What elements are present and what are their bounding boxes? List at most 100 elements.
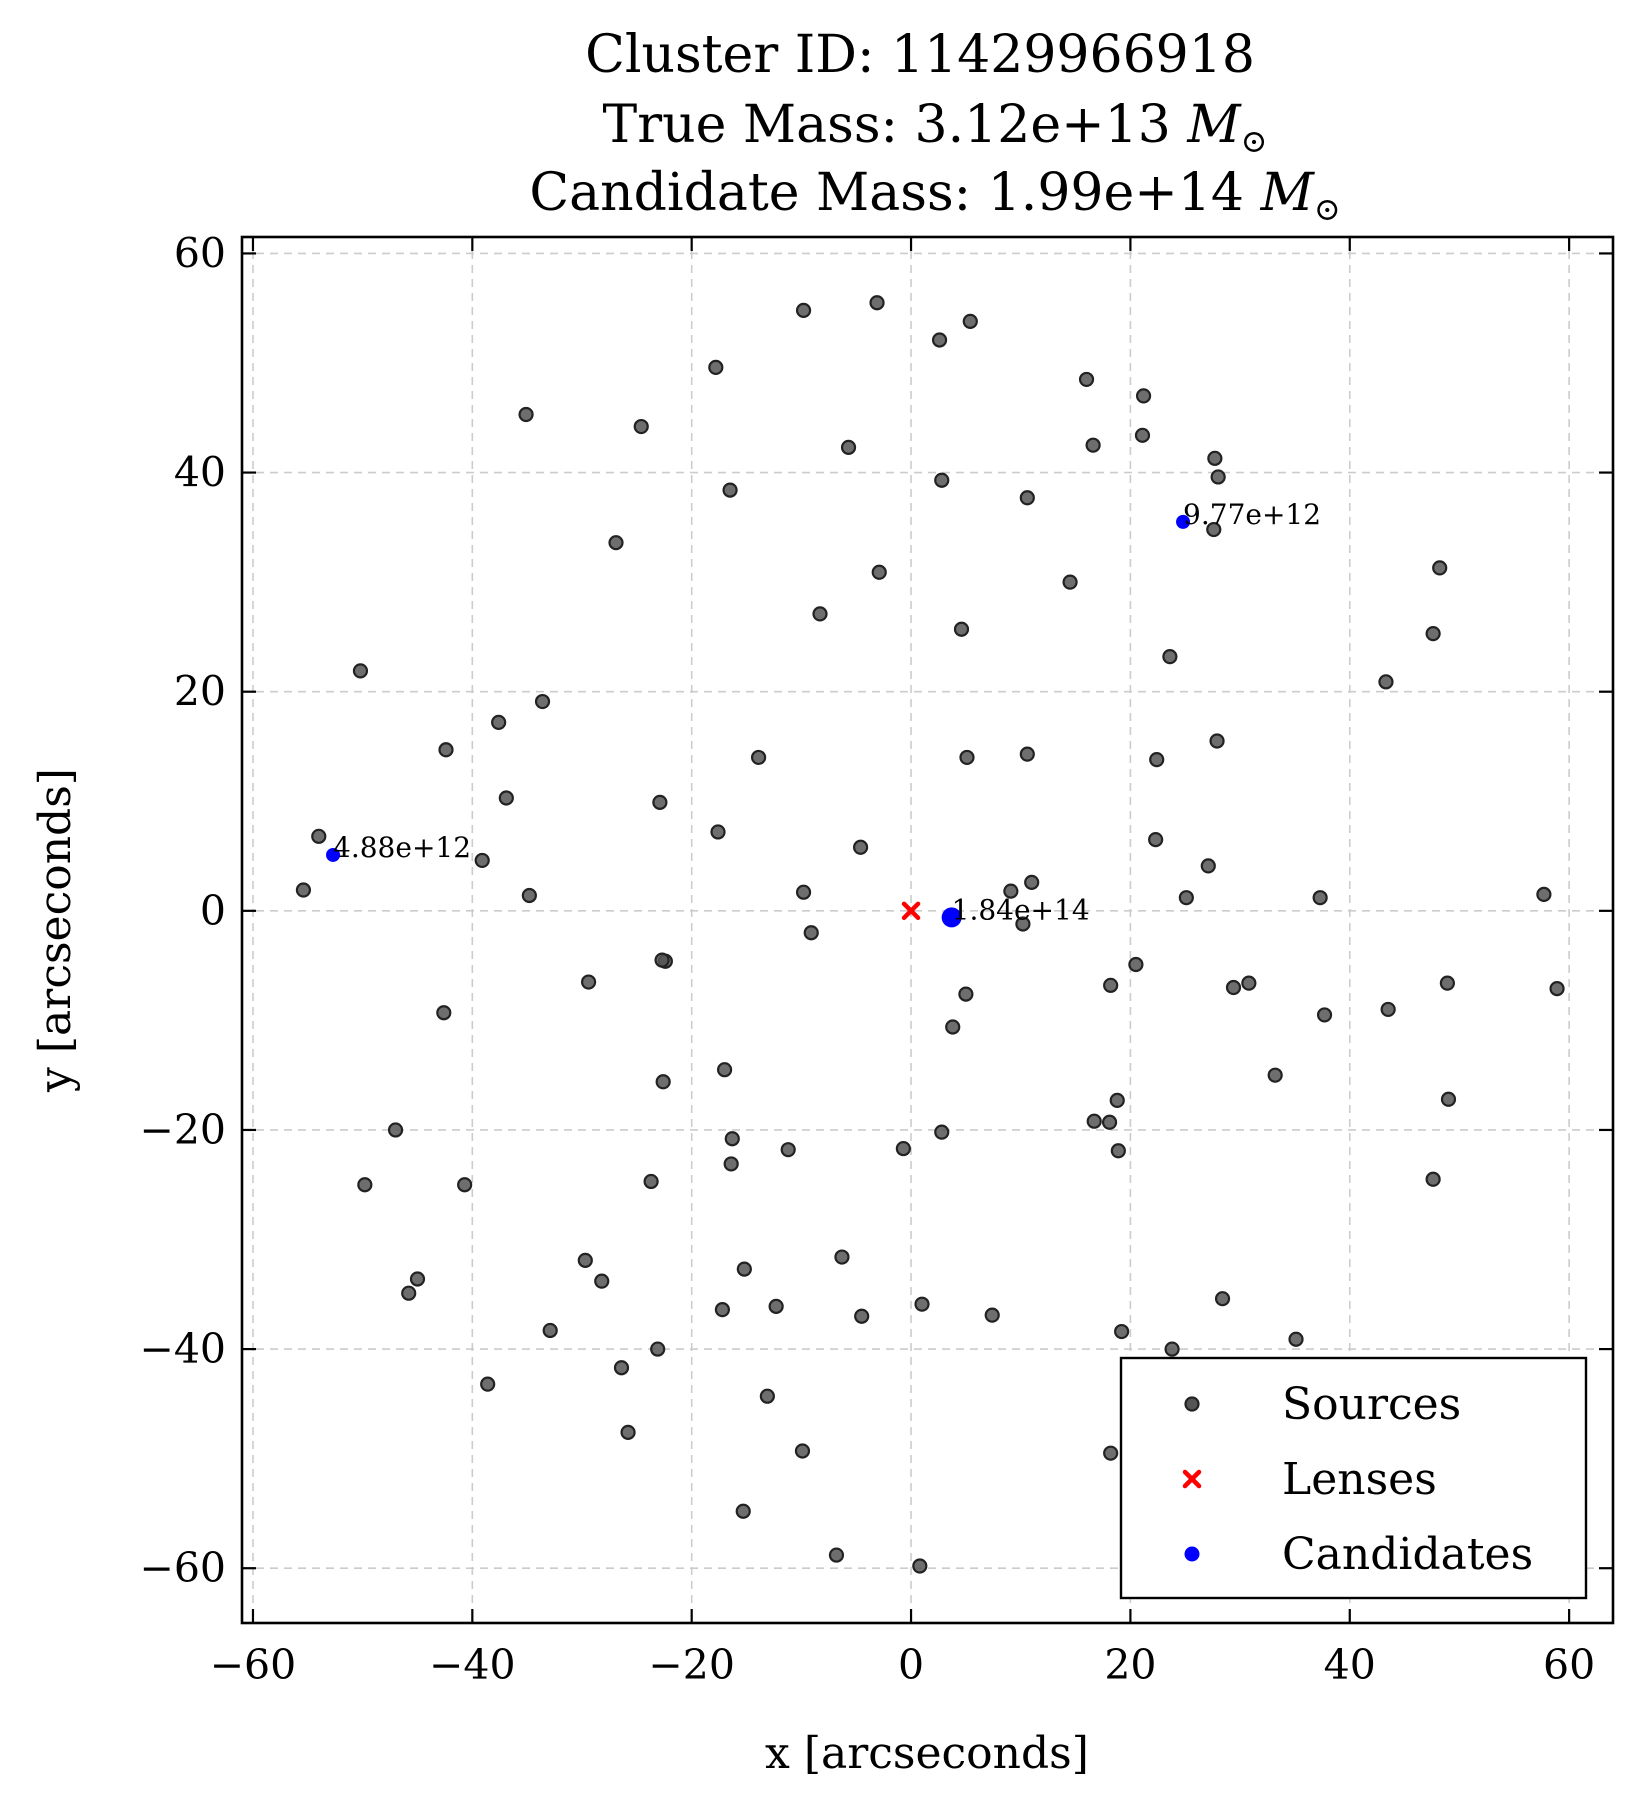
source-point [654,952,670,968]
source-point [1024,874,1040,890]
source-point [436,1005,452,1021]
source-point [608,535,624,551]
source-point [895,1140,911,1157]
source-point [1210,469,1226,485]
source-point [834,1249,850,1265]
y-tick-label: 40 [174,449,226,497]
source-point [1109,1092,1125,1108]
source-point [1019,746,1035,762]
plot-frame [240,235,1615,1625]
x-tick-label: 40 [1324,1641,1376,1689]
source-point [438,742,454,758]
source-point [716,1062,733,1078]
source-point [1110,1143,1126,1159]
source-point [780,1142,796,1158]
source-point [852,839,869,855]
source-point [854,1308,870,1324]
source-point [714,1302,730,1318]
source-point [1378,674,1394,690]
source-point [1225,979,1242,996]
source-point [735,1503,751,1519]
x-tick-label: 0 [898,1641,924,1689]
source-point [794,1443,811,1459]
source-point [958,986,974,1002]
source-point [768,1298,784,1314]
title-line-1: Cluster ID: 11429966918 [585,25,1255,85]
source-point [1432,560,1448,576]
x-tick-label: −60 [210,1641,297,1689]
source-point [1425,1171,1441,1187]
source-point [1078,371,1095,388]
source-point [1162,649,1178,665]
source-point [1085,437,1101,453]
source-point [1062,574,1078,590]
source-point [750,749,767,766]
legend-lenses-label: Lenses [1282,1454,1437,1505]
source-point [869,295,885,311]
source-point [723,1156,739,1172]
source-point [708,359,724,375]
source-point [534,693,551,710]
y-tick-label: −60 [139,1544,226,1592]
source-point [934,472,950,488]
source-point [521,887,537,904]
source-point [1135,388,1152,404]
source-point [1209,733,1225,749]
source-point [594,1273,610,1289]
source-point [828,1547,845,1563]
source-point [1164,1341,1180,1357]
source-point [1425,626,1441,642]
source-point [953,621,970,637]
source-point [1206,521,1222,538]
legend-candidates-marker [1184,1546,1200,1562]
y-tick-label: 20 [174,668,226,716]
source-point [1103,977,1119,993]
source-point [1440,1091,1457,1107]
source-point [1312,890,1328,906]
source-point [1148,832,1164,848]
source-point [710,824,726,840]
source-point [652,794,668,810]
source-point [1439,975,1455,991]
y-tick-label: 60 [174,229,226,277]
legend-lenses-marker [1182,1469,1202,1489]
source-point [1549,981,1565,997]
source-point [812,606,828,622]
source-point [409,1271,426,1287]
source-point [736,1261,752,1277]
source-point [1114,1323,1130,1340]
source-point [1134,427,1151,443]
source-point [931,332,948,348]
source-point [1015,916,1031,932]
source-point [457,1177,473,1193]
source-point [580,974,597,990]
source-point [1536,886,1552,902]
source-point [295,882,312,898]
source-point [518,406,534,423]
source-point [613,1360,630,1376]
source-point [1149,752,1165,768]
source-point [498,790,514,806]
candidate-mass-unit: M [1260,163,1316,223]
source-point [401,1285,417,1301]
source-point [1101,1114,1118,1130]
y-axis-label: y [arcseconds] [30,768,81,1093]
source-point [474,852,490,869]
source-point [1200,858,1216,874]
axis-ticks: −60 −40 −20 0 20 40 60 −60 −40 −20 0 20 40 60 [139,229,1613,1689]
candidate-mass-label: 4.88e+12 [333,831,471,864]
source-point [795,302,812,319]
source-point [759,1388,775,1404]
source-point [577,1252,593,1268]
y-tick-label: −40 [139,1325,226,1373]
true-mass-text: True Mass: 3.12e+13 [603,95,1188,155]
x-tick-label: −40 [429,1641,516,1689]
source-point [480,1376,496,1392]
source-point [387,1122,404,1138]
source-point [542,1322,558,1339]
legend-sources-label: Sources [1282,1379,1461,1430]
y-tick-label: 0 [200,887,226,935]
x-tick-label: −20 [648,1641,735,1689]
chart-title: Cluster ID: 11429966918 True Mass: 3.12e… [529,25,1340,228]
